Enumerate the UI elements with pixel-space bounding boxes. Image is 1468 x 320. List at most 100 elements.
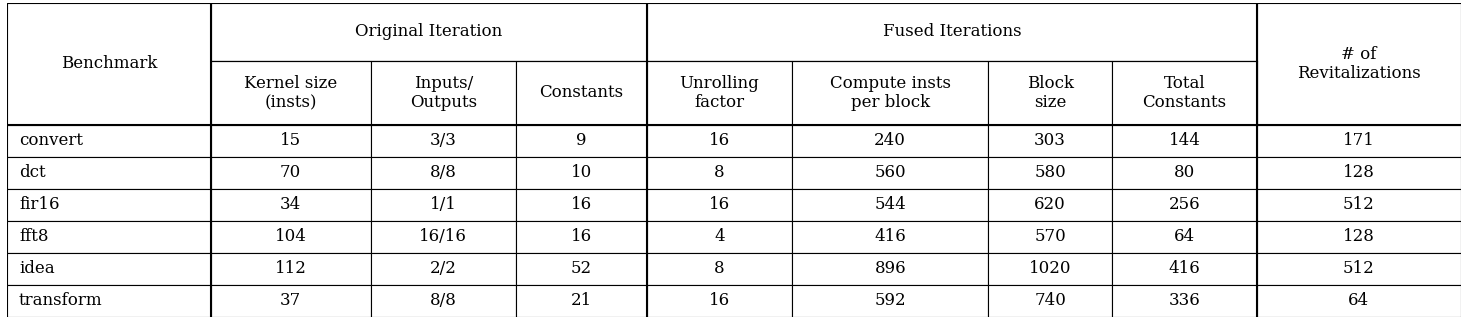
Text: 592: 592: [875, 292, 906, 309]
Text: Unrolling
factor: Unrolling factor: [680, 75, 759, 111]
Text: Fused Iterations: Fused Iterations: [882, 23, 1022, 41]
Bar: [647, 189, 793, 221]
Bar: [211, 221, 371, 253]
Text: 512: 512: [1343, 196, 1376, 213]
Text: 1020: 1020: [1029, 260, 1072, 277]
Text: 128: 128: [1343, 164, 1376, 181]
Bar: [370, 189, 517, 221]
Text: 37: 37: [280, 292, 301, 309]
Bar: [1111, 221, 1257, 253]
Text: convert: convert: [19, 132, 84, 149]
Bar: [988, 253, 1111, 285]
Text: 8: 8: [713, 164, 725, 181]
Bar: [647, 3, 1257, 61]
Bar: [793, 125, 988, 157]
Bar: [1111, 285, 1257, 317]
Text: fir16: fir16: [19, 196, 60, 213]
Text: Original Iteration: Original Iteration: [355, 23, 502, 41]
Bar: [370, 253, 517, 285]
Text: 16/16: 16/16: [420, 228, 467, 245]
Text: Inputs/
Outputs: Inputs/ Outputs: [410, 75, 477, 111]
Text: 10: 10: [571, 164, 592, 181]
Text: 8/8: 8/8: [430, 164, 457, 181]
Text: 2/2: 2/2: [430, 260, 457, 277]
Text: 544: 544: [875, 196, 906, 213]
Text: 580: 580: [1035, 164, 1066, 181]
Bar: [988, 125, 1111, 157]
Bar: [647, 157, 793, 189]
Bar: [1111, 157, 1257, 189]
Text: Benchmark: Benchmark: [60, 55, 157, 73]
Bar: [211, 285, 371, 317]
Bar: [1257, 125, 1461, 157]
Bar: [1257, 3, 1461, 125]
Bar: [793, 157, 988, 189]
Bar: [1257, 285, 1461, 317]
Text: 256: 256: [1169, 196, 1201, 213]
Bar: [793, 61, 988, 125]
Bar: [370, 221, 517, 253]
Bar: [211, 3, 647, 61]
Bar: [7, 157, 211, 189]
Text: 570: 570: [1035, 228, 1066, 245]
Text: 144: 144: [1169, 132, 1201, 149]
Text: 303: 303: [1033, 132, 1066, 149]
Bar: [793, 189, 988, 221]
Text: Total
Constants: Total Constants: [1142, 75, 1227, 111]
Bar: [1257, 157, 1461, 189]
Bar: [988, 189, 1111, 221]
Text: Block
size: Block size: [1026, 75, 1073, 111]
Text: 416: 416: [1169, 260, 1201, 277]
Bar: [7, 125, 211, 157]
Bar: [988, 157, 1111, 189]
Bar: [988, 61, 1111, 125]
Text: 171: 171: [1343, 132, 1376, 149]
Text: 8: 8: [713, 260, 725, 277]
Bar: [517, 285, 647, 317]
Text: 112: 112: [275, 260, 307, 277]
Text: 70: 70: [280, 164, 301, 181]
Text: 64: 64: [1174, 228, 1195, 245]
Text: 9: 9: [575, 132, 587, 149]
Bar: [517, 189, 647, 221]
Text: 560: 560: [875, 164, 906, 181]
Bar: [7, 285, 211, 317]
Text: 16: 16: [709, 292, 730, 309]
Text: Kernel size
(insts): Kernel size (insts): [244, 75, 338, 111]
Bar: [517, 253, 647, 285]
Text: fft8: fft8: [19, 228, 48, 245]
Bar: [793, 253, 988, 285]
Bar: [517, 125, 647, 157]
Bar: [7, 221, 211, 253]
Text: 104: 104: [275, 228, 307, 245]
Bar: [988, 221, 1111, 253]
Bar: [370, 285, 517, 317]
Bar: [370, 125, 517, 157]
Text: 52: 52: [571, 260, 592, 277]
Bar: [1111, 253, 1257, 285]
Text: 620: 620: [1035, 196, 1066, 213]
Bar: [7, 189, 211, 221]
Text: 21: 21: [571, 292, 592, 309]
Text: 15: 15: [280, 132, 301, 149]
Text: Compute insts
per block: Compute insts per block: [829, 75, 951, 111]
Bar: [370, 61, 517, 125]
Bar: [1257, 189, 1461, 221]
Bar: [647, 125, 793, 157]
Bar: [1111, 61, 1257, 125]
Bar: [211, 61, 371, 125]
Bar: [647, 253, 793, 285]
Text: 4: 4: [713, 228, 725, 245]
Bar: [1257, 253, 1461, 285]
Bar: [793, 221, 988, 253]
Text: Constants: Constants: [539, 84, 624, 101]
Text: 128: 128: [1343, 228, 1376, 245]
Text: 416: 416: [875, 228, 906, 245]
Bar: [647, 285, 793, 317]
Bar: [7, 253, 211, 285]
Text: 16: 16: [709, 132, 730, 149]
Bar: [1111, 189, 1257, 221]
Bar: [1111, 125, 1257, 157]
Bar: [211, 189, 371, 221]
Text: transform: transform: [19, 292, 103, 309]
